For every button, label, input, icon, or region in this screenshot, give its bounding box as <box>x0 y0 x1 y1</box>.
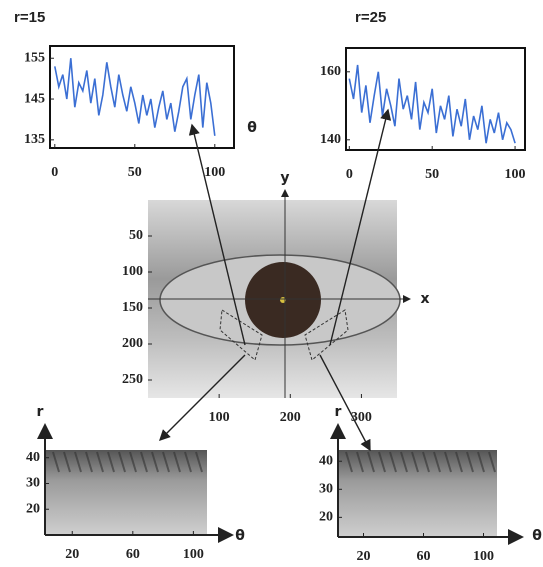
y-tick-label: 140 <box>320 132 341 147</box>
y-tick-label: 40 <box>26 450 40 465</box>
figure: 0 50 100 135 145 155 r=15 θ 0 50 100 140 160 r=25 100 2… <box>0 0 543 567</box>
y-tick-label: 40 <box>319 453 333 468</box>
x-tick-label: 100 <box>505 167 526 182</box>
texture-image <box>45 450 207 535</box>
y-tick-label: 250 <box>122 372 143 387</box>
y-tick-label: 50 <box>129 228 143 243</box>
y-tick-label: 30 <box>26 476 40 491</box>
y-tick-label: 150 <box>122 300 143 315</box>
x-tick-label: 300 <box>351 410 372 425</box>
texture-image <box>338 450 497 537</box>
chart-title: r=25 <box>355 9 386 26</box>
y-axis-label: r <box>37 404 44 420</box>
y-tick-label: 145 <box>24 91 45 106</box>
y-tick-label: 100 <box>122 264 143 279</box>
y-tick-label: 135 <box>24 132 45 147</box>
x-tick-label: 20 <box>65 547 79 562</box>
x-tick-label: 100 <box>204 165 225 180</box>
x-tick-label: 0 <box>346 167 353 182</box>
y-axis-label: y <box>280 170 289 186</box>
y-tick-label: 20 <box>319 510 333 525</box>
y-tick-label: 155 <box>24 50 45 65</box>
x-tick-label: 200 <box>280 410 301 425</box>
y-tick-label: 160 <box>320 64 341 79</box>
plot-frame <box>346 48 525 150</box>
x-tick-label: 60 <box>126 547 140 562</box>
x-axis-label: θ <box>532 528 542 544</box>
x-tick-label: 0 <box>51 165 58 180</box>
x-tick-label: 50 <box>128 165 142 180</box>
x-tick-label: 20 <box>357 549 371 564</box>
x-tick-label: 60 <box>417 549 431 564</box>
x-axis-label: θ <box>235 528 245 544</box>
y-tick-label: 200 <box>122 336 143 351</box>
y-axis-label: r <box>335 404 342 420</box>
y-tick-label: 20 <box>26 501 40 516</box>
x-tick-label: 100 <box>183 547 204 562</box>
x-axis-label: x <box>420 291 429 307</box>
x-axis-label: θ <box>247 120 257 136</box>
y-tick-label: 30 <box>319 482 333 497</box>
x-tick-label: 100 <box>473 549 494 564</box>
x-tick-label: 100 <box>209 410 230 425</box>
chart-title: r=15 <box>14 9 45 26</box>
x-tick-label: 50 <box>425 167 439 182</box>
